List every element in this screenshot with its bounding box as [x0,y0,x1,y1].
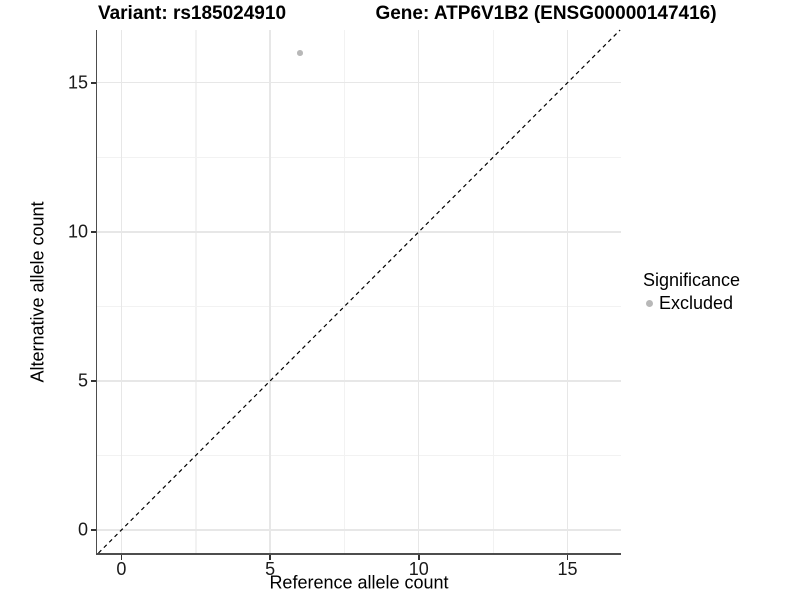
x-gridline-minor-7.5 [343,30,346,553]
y-tick-label-15: 15 [67,72,88,93]
x-gridline-minor-2.5 [195,30,197,553]
x-tick-label-0: 0 [116,559,127,579]
x-tick-label-10: 10 [408,559,429,579]
x-gridline-minor-12.5 [492,30,494,553]
y-gridline-major-10 [97,231,621,233]
y-gridline-minor-2.5 [97,454,621,457]
x-tick-0 [120,554,123,560]
y-tick-label-0: 0 [77,519,88,540]
x-tick-label-15: 15 [557,559,578,579]
y-gridline-major-15 [97,82,621,84]
y-axis-title: Alternative allele count [27,201,48,383]
y-gridline-major-5 [97,380,621,382]
data-point-excluded [297,50,303,56]
legend-key-circle-icon [646,300,653,307]
x-axis-title: Reference allele count [269,572,449,593]
variant-title: Variant: rs185024910 [97,3,287,24]
identity-line [98,29,621,554]
x-tick-10 [418,554,420,560]
x-gridline-major-10 [418,30,420,553]
y-tick-label-5: 5 [77,370,88,391]
legend-entry-excluded: Excluded [646,293,740,314]
x-gridline-major-15 [566,30,569,553]
y-tick-10 [90,231,96,233]
x-axis-line [95,553,621,555]
x-gridline-major-0 [120,30,123,553]
y-tick-15 [90,82,96,84]
y-tick-5 [90,380,96,382]
x-tick-15 [566,554,569,560]
x-gridline-major-5 [269,30,271,553]
x-tick-5 [269,554,271,560]
y-axis-line [95,30,97,555]
y-tick-0 [90,529,96,531]
legend-title: Significance [643,270,741,290]
y-gridline-major-0 [97,529,621,531]
gene-title: Gene: ATP6V1B2 (ENSG00000147416) [375,3,717,24]
x-tick-label-5: 5 [265,559,276,579]
y-gridline-minor-12.5 [97,156,621,159]
y-gridline-minor-7.5 [97,305,621,308]
legend-entry-label: Excluded [659,293,734,313]
legend-significance: Significance Excluded [643,269,740,314]
y-tick-label-10: 10 [67,221,88,242]
